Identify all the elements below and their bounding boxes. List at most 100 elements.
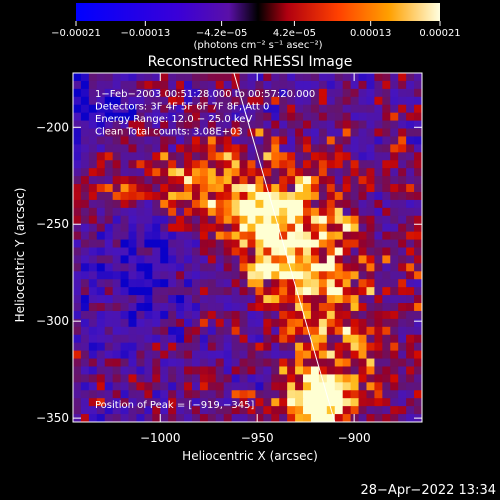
heatmap-cell — [80, 215, 90, 225]
heatmap-cell — [350, 263, 360, 272]
heatmap-cell — [406, 318, 415, 328]
heatmap-cell — [96, 112, 106, 122]
heatmap-cell — [104, 199, 114, 209]
heatmap-cell — [271, 334, 280, 344]
heatmap-cell — [136, 295, 145, 304]
heatmap-cell — [160, 231, 169, 241]
heatmap-cell — [318, 73, 328, 82]
heatmap-cell — [255, 350, 264, 360]
heatmap-cell — [96, 239, 106, 249]
heatmap-cell — [406, 191, 415, 201]
heatmap-cell — [303, 112, 312, 122]
heatmap-cell — [207, 80, 217, 90]
heatmap-cell — [350, 80, 360, 90]
heatmap-cell — [199, 207, 209, 217]
heatmap-cell — [120, 382, 130, 391]
heatmap-cell — [326, 414, 336, 422]
heatmap-cell — [168, 271, 177, 280]
heatmap-cell — [414, 207, 422, 217]
heatmap-cell — [96, 398, 106, 407]
heatmap-cell — [176, 191, 185, 201]
heatmap-cell — [310, 207, 320, 217]
heatmap-cell — [255, 191, 264, 201]
heatmap-cell — [350, 271, 360, 280]
heatmap-cell — [88, 366, 98, 376]
heatmap-cell — [247, 334, 257, 344]
heatmap-cell — [80, 279, 90, 288]
heatmap-cell — [398, 287, 407, 296]
heatmap-cell — [144, 191, 153, 201]
heatmap-cell — [271, 88, 280, 98]
heatmap-cell — [247, 247, 257, 257]
heatmap-cell — [96, 73, 106, 82]
heatmap-cell — [350, 128, 360, 138]
heatmap-cell — [406, 73, 415, 82]
heatmap-cell — [382, 223, 391, 233]
heatmap-cell — [263, 406, 272, 415]
heatmap-cell — [160, 350, 169, 360]
heatmap-cell — [96, 215, 106, 225]
heatmap-cell — [144, 239, 153, 249]
heatmap-cell — [176, 104, 185, 114]
heatmap-cell — [382, 199, 391, 209]
heatmap-cell — [207, 390, 217, 399]
heatmap-cell — [263, 382, 272, 391]
heatmap-cell — [191, 398, 201, 407]
heatmap-cell — [366, 263, 376, 272]
heatmap-cell — [366, 112, 376, 122]
heatmap-cell — [207, 414, 217, 422]
heatmap-cell — [358, 263, 368, 272]
heatmap-cell — [88, 255, 98, 264]
heatmap-cell — [247, 112, 257, 122]
heatmap-cell — [152, 303, 161, 312]
heatmap-cell — [207, 144, 217, 153]
heatmap-cell — [176, 73, 185, 82]
heatmap-cell — [255, 199, 264, 209]
heatmap-cell — [279, 191, 288, 201]
heatmap-cell — [326, 295, 336, 304]
heatmap-cell — [382, 96, 391, 106]
heatmap-cell — [73, 120, 82, 130]
heatmap-cell — [128, 334, 138, 344]
heatmap-cell — [310, 334, 320, 344]
heatmap-cell — [191, 73, 201, 82]
heatmap-cell — [303, 318, 312, 328]
heatmap-cell — [287, 406, 296, 415]
heatmap-cell — [223, 184, 233, 193]
heatmap-cell — [406, 207, 415, 217]
heatmap-cell — [96, 310, 106, 320]
heatmap-cell — [80, 223, 90, 233]
heatmap-cell — [152, 414, 161, 422]
x-tick-label: −900 — [338, 431, 371, 445]
heatmap-cell — [176, 176, 185, 185]
heatmap-cell — [152, 271, 161, 280]
heatmap-cell — [366, 279, 376, 288]
heatmap-cell — [73, 326, 82, 336]
heatmap-cell — [239, 398, 249, 407]
heatmap-cell — [263, 160, 272, 169]
heatmap-cell — [263, 104, 272, 114]
heatmap-cell — [104, 144, 114, 153]
heatmap-cell — [215, 263, 225, 272]
heatmap-cell — [223, 80, 233, 90]
heatmap-cell — [239, 382, 249, 391]
heatmap-cell — [168, 382, 177, 391]
heatmap-cell — [120, 128, 130, 138]
heatmap-cell — [215, 342, 225, 352]
heatmap-cell — [263, 318, 272, 328]
heatmap-cell — [112, 231, 122, 241]
heatmap-cell — [128, 374, 138, 383]
heatmap-cell — [239, 112, 249, 122]
heatmap-cell — [350, 136, 360, 145]
heatmap-cell — [263, 334, 272, 344]
heatmap-cell — [390, 390, 399, 399]
heatmap-cell — [104, 334, 114, 344]
heatmap-cell — [144, 255, 153, 264]
heatmap-cell — [374, 326, 383, 336]
heatmap-cell — [184, 207, 193, 217]
heatmap-cell — [366, 295, 376, 304]
heatmap-cell — [255, 160, 264, 169]
heatmap-cell — [152, 358, 161, 368]
heatmap-cell — [231, 358, 241, 368]
heatmap-cell — [279, 382, 288, 391]
